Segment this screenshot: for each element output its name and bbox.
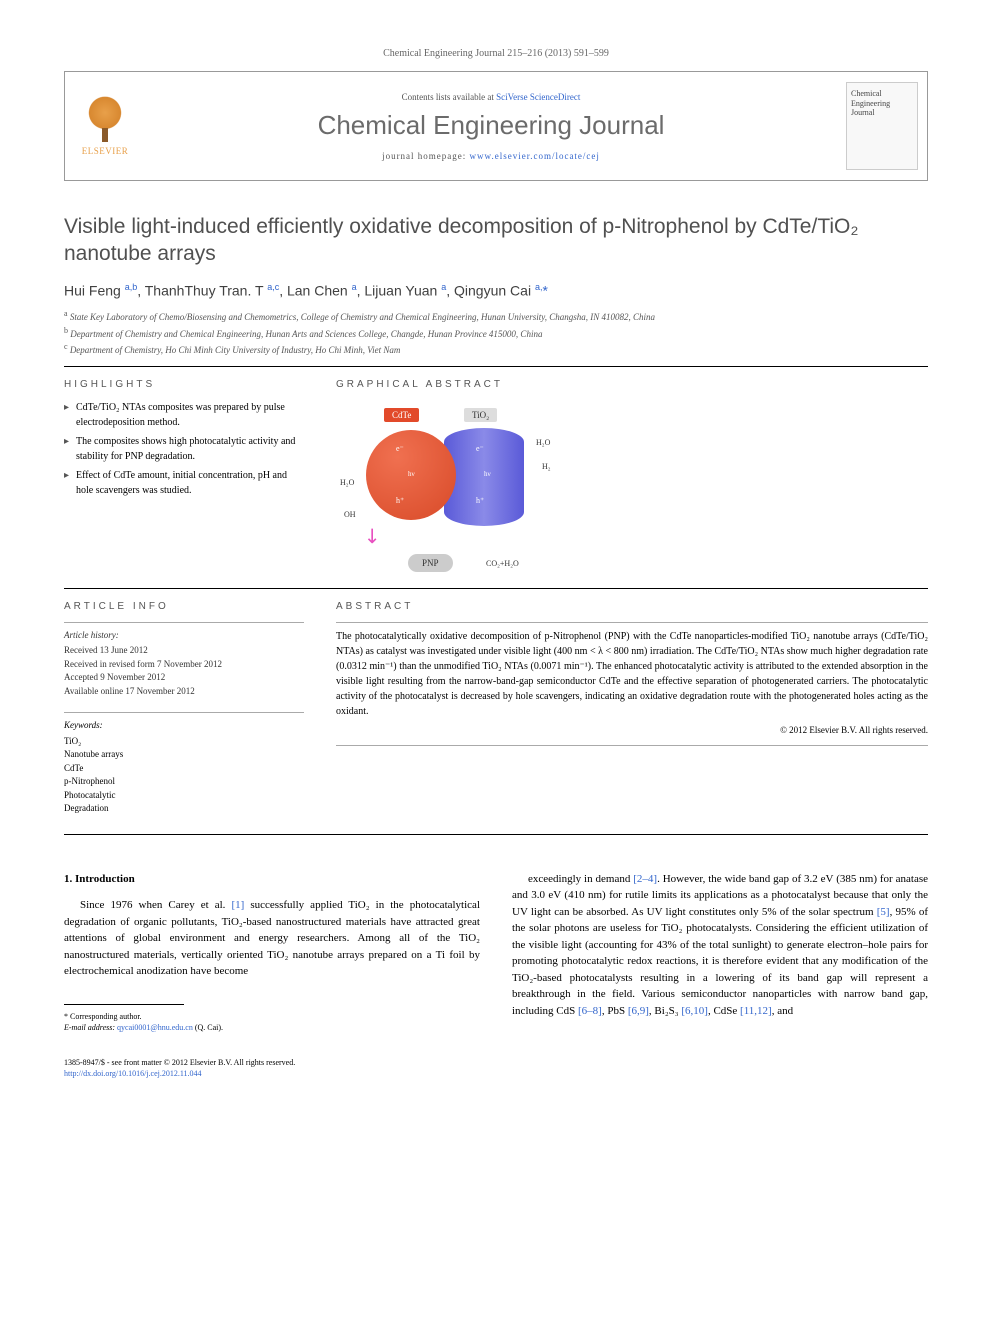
copyright-line: © 2012 Elsevier B.V. All rights reserved… bbox=[336, 725, 928, 735]
email-who: (Q. Cai). bbox=[195, 1023, 223, 1032]
article-info-label: ARTICLE INFO bbox=[64, 601, 304, 612]
keyword-item: p-Nitrophenol bbox=[64, 775, 304, 789]
email-link[interactable]: qycai0001@hnu.edu.cn bbox=[117, 1023, 193, 1032]
elsevier-logo: ELSEVIER bbox=[65, 72, 145, 180]
corresponding-footnote: * Corresponding author. E-mail address: … bbox=[64, 1011, 480, 1033]
abstract-label: ABSTRACT bbox=[336, 601, 928, 612]
intro-para-1: Since 1976 when Carey et al. [1] success… bbox=[64, 897, 480, 980]
journal-header: ELSEVIER Contents lists available at Sci… bbox=[64, 71, 928, 181]
history-line: Available online 17 November 2012 bbox=[64, 685, 304, 699]
thin-rule-4 bbox=[336, 745, 928, 746]
email-label: E-mail address: bbox=[64, 1023, 115, 1032]
ga-e-right: e⁻ bbox=[476, 444, 484, 453]
thin-rule-1 bbox=[64, 622, 304, 623]
ga-h2o-top: H₂O bbox=[536, 438, 550, 447]
homepage-link[interactable]: www.elsevier.com/locate/cej bbox=[470, 151, 600, 161]
rule-bottom bbox=[64, 834, 928, 835]
journal-cover: Chemical Engineering Journal bbox=[837, 72, 927, 180]
contents-prefix: Contents lists available at bbox=[402, 92, 496, 102]
rule-top bbox=[64, 366, 928, 367]
keyword-item: Photocatalytic bbox=[64, 789, 304, 803]
ga-co2: CO₂+H₂O bbox=[486, 559, 519, 568]
journal-reference: Chemical Engineering Journal 215–216 (20… bbox=[64, 48, 928, 59]
journal-name: Chemical Engineering Journal bbox=[318, 110, 665, 141]
body-col-left: 1. Introduction Since 1976 when Carey et… bbox=[64, 871, 480, 1080]
doi-link[interactable]: http://dx.doi.org/10.1016/j.cej.2012.11.… bbox=[64, 1069, 202, 1078]
header-center: Contents lists available at SciVerse Sci… bbox=[145, 72, 837, 180]
highlight-item: CdTe/TiO₂ NTAs composites was prepared b… bbox=[64, 400, 304, 430]
rule-mid bbox=[64, 588, 928, 589]
contents-line: Contents lists available at SciVerse Sci… bbox=[402, 92, 581, 102]
article-title: Visible light-induced efficiently oxidat… bbox=[64, 213, 928, 268]
homepage-prefix: journal homepage: bbox=[382, 151, 469, 161]
ga-tio2-label: TiO₂ bbox=[464, 408, 497, 422]
ga-hv-right: hν bbox=[484, 470, 491, 478]
thin-rule-3 bbox=[336, 622, 928, 623]
keyword-item: CdTe bbox=[64, 762, 304, 776]
ga-h-left: h⁺ bbox=[396, 496, 404, 505]
ga-hv-left: hν bbox=[408, 470, 415, 478]
graphical-abstract: CdTe TiO₂ e⁻ e⁻ h⁺ h⁺ hν hν H₂O H₂ H₂O O… bbox=[336, 400, 596, 580]
ga-h-right: h⁺ bbox=[476, 496, 484, 505]
ref-link[interactable]: [6,10] bbox=[681, 1005, 708, 1017]
footnote-separator bbox=[64, 1004, 184, 1005]
thin-rule-2 bbox=[64, 712, 304, 713]
elsevier-tree-icon bbox=[81, 96, 129, 144]
article-history-hdr: Article history: bbox=[64, 629, 304, 643]
ref-link[interactable]: [6,9] bbox=[628, 1005, 649, 1017]
intro-para-2: exceedingly in demand [2–4]. However, th… bbox=[512, 871, 928, 1020]
ga-arrow-icon: ↘ bbox=[358, 520, 388, 550]
highlights-list: CdTe/TiO₂ NTAs composites was prepared b… bbox=[64, 400, 304, 498]
cover-thumbnail: Chemical Engineering Journal bbox=[846, 82, 918, 170]
ref-link[interactable]: [5] bbox=[877, 906, 890, 918]
ga-h2: H₂ bbox=[542, 462, 551, 471]
affiliations: a State Key Laboratory of Chemo/Biosensi… bbox=[64, 308, 928, 358]
issn-line: 1385-8947/$ - see front matter © 2012 El… bbox=[64, 1057, 480, 1068]
history-line: Received in revised form 7 November 2012 bbox=[64, 658, 304, 672]
ga-oh: OH bbox=[344, 510, 356, 519]
highlights-label: HIGHLIGHTS bbox=[64, 379, 304, 390]
homepage-line: journal homepage: www.elsevier.com/locat… bbox=[382, 151, 600, 161]
ga-e-left: e⁻ bbox=[396, 444, 404, 453]
authors-line: Hui Feng a,b, ThanhThuy Tran. T a,c, Lan… bbox=[64, 282, 928, 299]
intro-heading: 1. Introduction bbox=[64, 871, 480, 888]
ref-link[interactable]: [11,12] bbox=[740, 1005, 772, 1017]
keywords-hdr: Keywords: bbox=[64, 719, 304, 733]
keyword-item: Nanotube arrays bbox=[64, 748, 304, 762]
highlight-item: The composites shows high photocatalytic… bbox=[64, 434, 304, 464]
keyword-item: Degradation bbox=[64, 802, 304, 816]
ref-link[interactable]: [1] bbox=[231, 899, 244, 911]
keyword-item: TiO₂ bbox=[64, 735, 304, 749]
highlight-item: Effect of CdTe amount, initial concentra… bbox=[64, 468, 304, 498]
history-line: Received 13 June 2012 bbox=[64, 644, 304, 658]
ref-link[interactable]: [6–8] bbox=[578, 1005, 602, 1017]
ga-pnp-bubble: PNP bbox=[408, 554, 453, 572]
ref-link[interactable]: [2–4] bbox=[633, 873, 657, 885]
history-line: Accepted 9 November 2012 bbox=[64, 671, 304, 685]
body-col-right: exceedingly in demand [2–4]. However, th… bbox=[512, 871, 928, 1080]
sciencedirect-link[interactable]: SciVerse ScienceDirect bbox=[496, 92, 580, 102]
elsevier-text: ELSEVIER bbox=[82, 146, 129, 156]
ga-cdte-label: CdTe bbox=[384, 408, 419, 422]
ga-h2o-left: H₂O bbox=[340, 478, 354, 487]
bottom-info: 1385-8947/$ - see front matter © 2012 El… bbox=[64, 1057, 480, 1079]
graphical-abstract-label: GRAPHICAL ABSTRACT bbox=[336, 379, 928, 390]
keywords-block: Keywords: TiO₂Nanotube arraysCdTep-Nitro… bbox=[64, 719, 304, 816]
corr-author-label: * Corresponding author. bbox=[64, 1011, 480, 1022]
abstract-text: The photocatalytically oxidative decompo… bbox=[336, 629, 928, 719]
article-info: Article history: Received 13 June 2012Re… bbox=[64, 629, 304, 699]
